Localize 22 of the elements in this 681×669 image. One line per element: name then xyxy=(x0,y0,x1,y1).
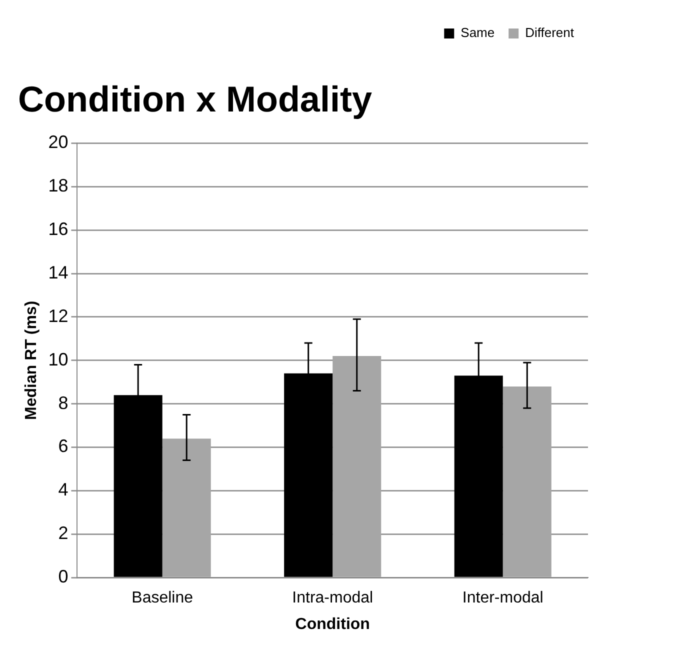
x-axis-title: Condition xyxy=(295,616,370,633)
y-tick-label: 10 xyxy=(48,349,68,370)
y-tick-label: 14 xyxy=(48,262,68,282)
legend-label: Different xyxy=(525,25,574,40)
y-tick-label: 4 xyxy=(58,480,68,500)
x-tick-label: Inter-modal xyxy=(462,590,544,607)
y-tick-label: 16 xyxy=(48,219,68,240)
x-tick-label: Baseline xyxy=(132,590,194,607)
bar xyxy=(332,356,382,577)
y-tick-label: 20 xyxy=(48,132,68,152)
y-tick-label: 18 xyxy=(48,176,68,196)
y-tick-label: 0 xyxy=(58,566,68,587)
bar xyxy=(162,438,211,577)
bar xyxy=(502,386,552,577)
y-axis-title: Median RT (ms) xyxy=(23,300,40,420)
y-tick-label: 8 xyxy=(58,392,68,413)
x-tick-label: Intra-modal xyxy=(292,590,374,607)
y-tick-label: 6 xyxy=(58,436,68,456)
y-tick-label: 2 xyxy=(58,523,68,544)
chart-title: Condition x Modality xyxy=(18,78,372,120)
y-tick-label: 12 xyxy=(48,306,68,326)
legend-label: Same xyxy=(460,25,495,40)
